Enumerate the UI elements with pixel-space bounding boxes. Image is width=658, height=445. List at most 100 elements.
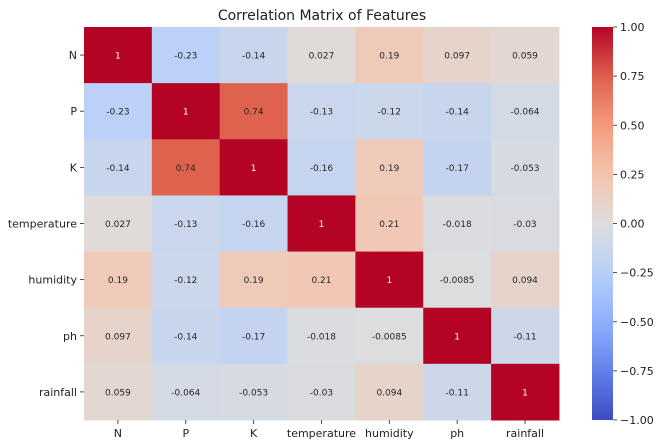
- heatmap-cell: [287, 139, 356, 196]
- heatmap-cell: [491, 195, 560, 253]
- cell-value-label: 0.094: [512, 276, 538, 286]
- colorbar-tick-label: 0.25: [620, 168, 645, 181]
- heatmap-cell: [84, 251, 153, 309]
- heatmap-cell: [423, 139, 492, 196]
- cell-value-label: -0.018: [443, 220, 472, 230]
- cell-value-label: -0.064: [511, 108, 540, 118]
- heatmap-cell: [355, 363, 424, 421]
- chart-title: Correlation Matrix of Features: [218, 8, 426, 24]
- cell-value-label: 1: [251, 164, 257, 174]
- heatmap-cells: 1 -0.23 -0.14 0.027 0.19 0.097 0.059 -0.23 1 0.74…: [84, 27, 560, 421]
- colorbar-tick-label: 1.00: [620, 21, 645, 34]
- cell-value-label: -0.11: [446, 388, 469, 398]
- heatmap-cell: [287, 27, 356, 84]
- colorbar-tick-label: 0.00: [620, 218, 645, 231]
- cell-value-label: 1: [115, 52, 121, 62]
- y-tick-label: rainfall: [39, 386, 77, 399]
- cell-value-label: 1: [522, 388, 528, 398]
- cell-value-label: 0.097: [105, 332, 131, 342]
- heatmap-cell: [219, 83, 289, 140]
- heatmap-cell: [491, 307, 560, 365]
- cell-value-label: 0.027: [309, 52, 335, 62]
- heatmap-cell: [287, 307, 356, 365]
- x-tick-label: ph: [450, 427, 464, 440]
- cell-value-label: 0.059: [512, 52, 538, 62]
- heatmap-cell: [355, 251, 424, 309]
- heatmap-cell: [491, 27, 560, 84]
- cell-value-label: -0.17: [446, 164, 469, 174]
- cell-value-label: -0.14: [106, 164, 130, 174]
- cell-value-label: 1: [386, 276, 392, 286]
- heatmap-cell: [491, 83, 560, 140]
- heatmap-cell: [219, 307, 289, 365]
- heatmap-cell: [219, 27, 289, 84]
- heatmap-cell: [151, 363, 221, 421]
- y-tick-label: temperature: [8, 217, 77, 230]
- y-tick-label: ph: [63, 330, 77, 343]
- x-tick-label: temperature: [287, 427, 356, 440]
- cell-value-label: 0.19: [379, 52, 399, 62]
- x-tick-label: N: [114, 427, 122, 440]
- heatmap-cell: [151, 83, 221, 140]
- heatmap-cell: [84, 27, 153, 84]
- heatmap-cell: [423, 307, 492, 365]
- cell-value-label: -0.13: [174, 220, 197, 230]
- heatmap-cell: [423, 251, 492, 309]
- colorbar-gradient: [592, 27, 613, 420]
- heatmap-cell: [151, 195, 221, 253]
- cell-value-label: -0.12: [174, 276, 197, 286]
- heatmap-cell: [151, 27, 221, 84]
- cell-value-label: 0.19: [379, 164, 399, 174]
- cell-value-label: -0.14: [446, 108, 470, 118]
- heatmap-cell: [151, 139, 221, 196]
- colorbar-tick-label: −0.75: [620, 365, 654, 378]
- heatmap-cell: [355, 139, 424, 196]
- heatmap-cell: [84, 363, 153, 421]
- cell-value-label: 0.059: [105, 388, 131, 398]
- heatmap-cell: [219, 251, 289, 309]
- cell-value-label: -0.0085: [372, 332, 407, 342]
- cell-value-label: 0.027: [105, 220, 131, 230]
- colorbar-ticks: 1.00 0.75 0.50 0.25 0.00 −0.25 −0.50 −0.75 −1.00: [613, 21, 654, 427]
- cell-value-label: -0.03: [513, 220, 536, 230]
- colorbar-tick-label: 0.75: [620, 70, 645, 83]
- heatmap-cell: [287, 251, 356, 309]
- heatmap-cell: [84, 195, 153, 253]
- heatmap-cell: [287, 363, 356, 421]
- heatmap-cell: [355, 83, 424, 140]
- colorbar-tick-label: −0.50: [620, 316, 654, 329]
- heatmap-cell: [219, 195, 289, 253]
- y-tick-label: P: [70, 105, 77, 118]
- cell-value-label: -0.13: [310, 108, 333, 118]
- x-tick-label: humidity: [365, 427, 414, 440]
- colorbar-tick-label: −0.25: [620, 267, 654, 280]
- heatmap-cell: [491, 139, 560, 196]
- colorbar-tick-label: 0.50: [620, 119, 645, 132]
- cell-value-label: -0.23: [106, 108, 129, 118]
- heatmap-cell: [84, 83, 153, 140]
- heatmap-cell: [423, 195, 492, 253]
- heatmap-cell: [219, 363, 289, 421]
- heatmap-cell: [287, 83, 356, 140]
- x-tick-label: K: [250, 427, 258, 440]
- heatmap-cell: [491, 251, 560, 309]
- heatmap-cell: [355, 307, 424, 365]
- cell-value-label: -0.14: [242, 52, 266, 62]
- cell-value-label: 0.74: [176, 164, 196, 174]
- heatmap-cell: [219, 139, 289, 196]
- cell-value-label: -0.16: [242, 220, 266, 230]
- cell-value-label: -0.053: [239, 388, 268, 398]
- cell-value-label: -0.23: [174, 52, 197, 62]
- heatmap-cell: [84, 307, 153, 365]
- heatmap-cell: [423, 27, 492, 84]
- cell-value-label: -0.11: [513, 332, 536, 342]
- x-tick-label: rainfall: [506, 427, 544, 440]
- colorbar: 1.00 0.75 0.50 0.25 0.00 −0.25 −0.50 −0.75 −1.00: [592, 21, 654, 427]
- cell-value-label: -0.0085: [440, 276, 475, 286]
- y-tick-label: K: [70, 161, 78, 174]
- heatmap-cell: [287, 195, 356, 253]
- cell-value-label: -0.064: [171, 388, 200, 398]
